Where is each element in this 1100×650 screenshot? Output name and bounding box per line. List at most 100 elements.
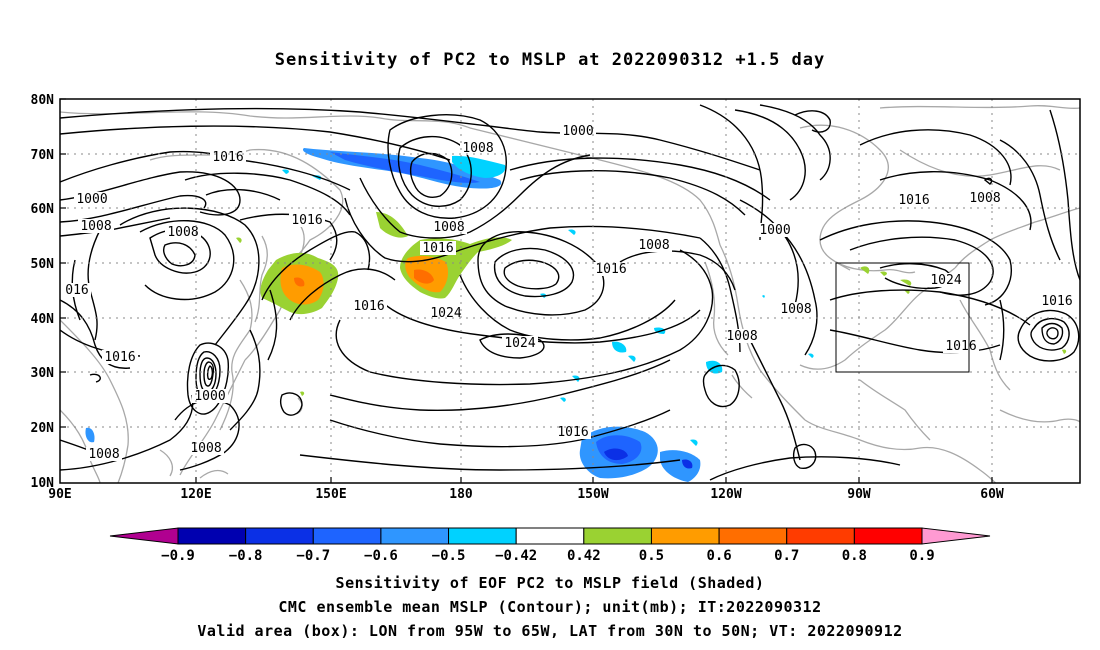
contour-label: 1016 bbox=[557, 425, 588, 440]
contour-label: 1016 bbox=[291, 213, 322, 228]
lat-label: 20N bbox=[31, 421, 55, 436]
contour-label-background bbox=[724, 329, 760, 343]
contour-label-background bbox=[63, 283, 91, 297]
contour-label-background bbox=[188, 441, 224, 455]
colorbar-high-arrow bbox=[921, 527, 991, 545]
contour-label-background bbox=[943, 339, 979, 353]
contour-label: 1008 bbox=[726, 329, 757, 344]
colorbar-label: 0.42 bbox=[567, 548, 601, 564]
colorbar-swatch bbox=[786, 527, 855, 545]
contour-label-background bbox=[757, 223, 793, 237]
map-title: Sensitivity of PC2 to MSLP at 2022090312… bbox=[274, 50, 826, 70]
contour-label: 1000 bbox=[194, 389, 225, 404]
colorbar-label: −0.7 bbox=[296, 548, 330, 564]
contour-label-background bbox=[967, 191, 1003, 205]
colorbar-swatch bbox=[583, 527, 652, 545]
colorbar-label: −0.9 bbox=[161, 548, 195, 564]
contour-label-background bbox=[778, 302, 814, 316]
contour-label-background bbox=[555, 425, 591, 439]
caption-line-2: CMC ensemble mean MSLP (Contour); unit(m… bbox=[278, 598, 822, 616]
contour-label: 1016 bbox=[104, 350, 135, 365]
caption-line-1: Sensitivity of EOF PC2 to MSLP field (Sh… bbox=[335, 574, 765, 592]
contour-label: 1008 bbox=[780, 302, 811, 317]
lat-label: 80N bbox=[31, 93, 55, 108]
lon-label: 150E bbox=[315, 487, 346, 502]
colorbar-swatch bbox=[380, 527, 450, 545]
contour-label-background bbox=[502, 336, 538, 350]
lon-label: 90E bbox=[48, 487, 71, 502]
contour-label-background bbox=[636, 238, 672, 252]
colorbar-swatch bbox=[312, 527, 382, 545]
contour-label-background bbox=[102, 350, 138, 364]
contour-label: 1024 bbox=[430, 306, 461, 321]
contour-label: 1000 bbox=[759, 223, 790, 238]
sensitivity-shading bbox=[85, 148, 1067, 482]
contour-label: 1016 bbox=[422, 241, 453, 256]
contour-label-background bbox=[460, 141, 496, 155]
lon-label: 120E bbox=[180, 487, 211, 502]
contour-label: 1016 bbox=[945, 339, 976, 354]
contour-label-background bbox=[86, 447, 122, 461]
contour-label: 1000 bbox=[562, 124, 593, 139]
lat-label: 10N bbox=[31, 476, 55, 491]
lat-label: 30N bbox=[31, 366, 55, 381]
lat-label: 40N bbox=[31, 312, 55, 327]
lon-label: 90W bbox=[847, 487, 871, 502]
colorbar-swatch bbox=[853, 527, 923, 545]
gridlines bbox=[60, 99, 1080, 483]
contour-label: 016 bbox=[65, 283, 88, 298]
contour-label: 1008 bbox=[462, 141, 493, 156]
contour-label-background bbox=[896, 193, 932, 207]
colorbar-swatch bbox=[718, 527, 788, 545]
colorbar-swatch bbox=[177, 527, 247, 545]
plot-frame bbox=[59, 98, 1081, 484]
contour-label-background bbox=[420, 241, 456, 255]
lon-label: 180 bbox=[449, 487, 473, 502]
longitude-labels: 90E 120E 150E 180 150W 120W 90W 60W bbox=[48, 487, 1004, 502]
colorbar-label: 0.8 bbox=[842, 548, 867, 564]
colorbar-label: 0.5 bbox=[639, 548, 664, 564]
colorbar-label: −0.42 bbox=[495, 548, 537, 564]
contour-label: 1016 bbox=[353, 299, 384, 314]
contour-label: 1016 bbox=[1041, 294, 1072, 309]
contour-label-background bbox=[431, 220, 467, 234]
contour-label: 1016 bbox=[212, 150, 243, 165]
lon-label: 120W bbox=[710, 487, 741, 502]
colorbar-label: 0.9 bbox=[909, 548, 934, 564]
contour-label: 1000 bbox=[76, 192, 107, 207]
colorbar-label: −0.8 bbox=[229, 548, 263, 564]
contour-label: 1008 bbox=[88, 447, 119, 462]
colorbar-swatch bbox=[245, 527, 314, 545]
contour-label: 1016 bbox=[898, 193, 929, 208]
contour-label: 1016 bbox=[595, 262, 626, 277]
colorbar: −0.9 −0.8 −0.7 −0.6 −0.5 −0.42 0.42 0.5 0.6 0.7 0.… bbox=[109, 527, 991, 564]
contour-label: 1008 bbox=[969, 191, 1000, 206]
contour-label-background bbox=[560, 124, 596, 138]
contour-label-background bbox=[1039, 294, 1075, 308]
lat-label: 70N bbox=[31, 148, 55, 163]
contour-label-background bbox=[289, 213, 325, 227]
contour-label-background bbox=[192, 389, 228, 403]
contour-label-background bbox=[74, 192, 110, 206]
contour-label: 1008 bbox=[80, 219, 111, 234]
lon-label: 150W bbox=[577, 487, 608, 502]
contour-label-background bbox=[928, 273, 964, 287]
contour-label: 1024 bbox=[504, 336, 535, 351]
colorbar-swatch bbox=[650, 527, 720, 545]
colorbar-label: −0.6 bbox=[364, 548, 398, 564]
contour-label: 1008 bbox=[433, 220, 464, 235]
lon-label: 60W bbox=[980, 487, 1004, 502]
contour-label: 1008 bbox=[167, 225, 198, 240]
lat-label: 60N bbox=[31, 202, 55, 217]
tick-marks bbox=[60, 98, 993, 483]
contour-label: 1008 bbox=[190, 441, 221, 456]
contour-label-background bbox=[428, 306, 464, 320]
colorbar-low-arrow bbox=[109, 527, 179, 545]
colorbar-label: −0.5 bbox=[432, 548, 466, 564]
lat-label: 50N bbox=[31, 257, 55, 272]
colorbar-swatch bbox=[515, 527, 585, 545]
colorbar-label: 0.6 bbox=[706, 548, 731, 564]
contour-label: 1024 bbox=[930, 273, 961, 288]
contour-label-background bbox=[593, 262, 629, 276]
